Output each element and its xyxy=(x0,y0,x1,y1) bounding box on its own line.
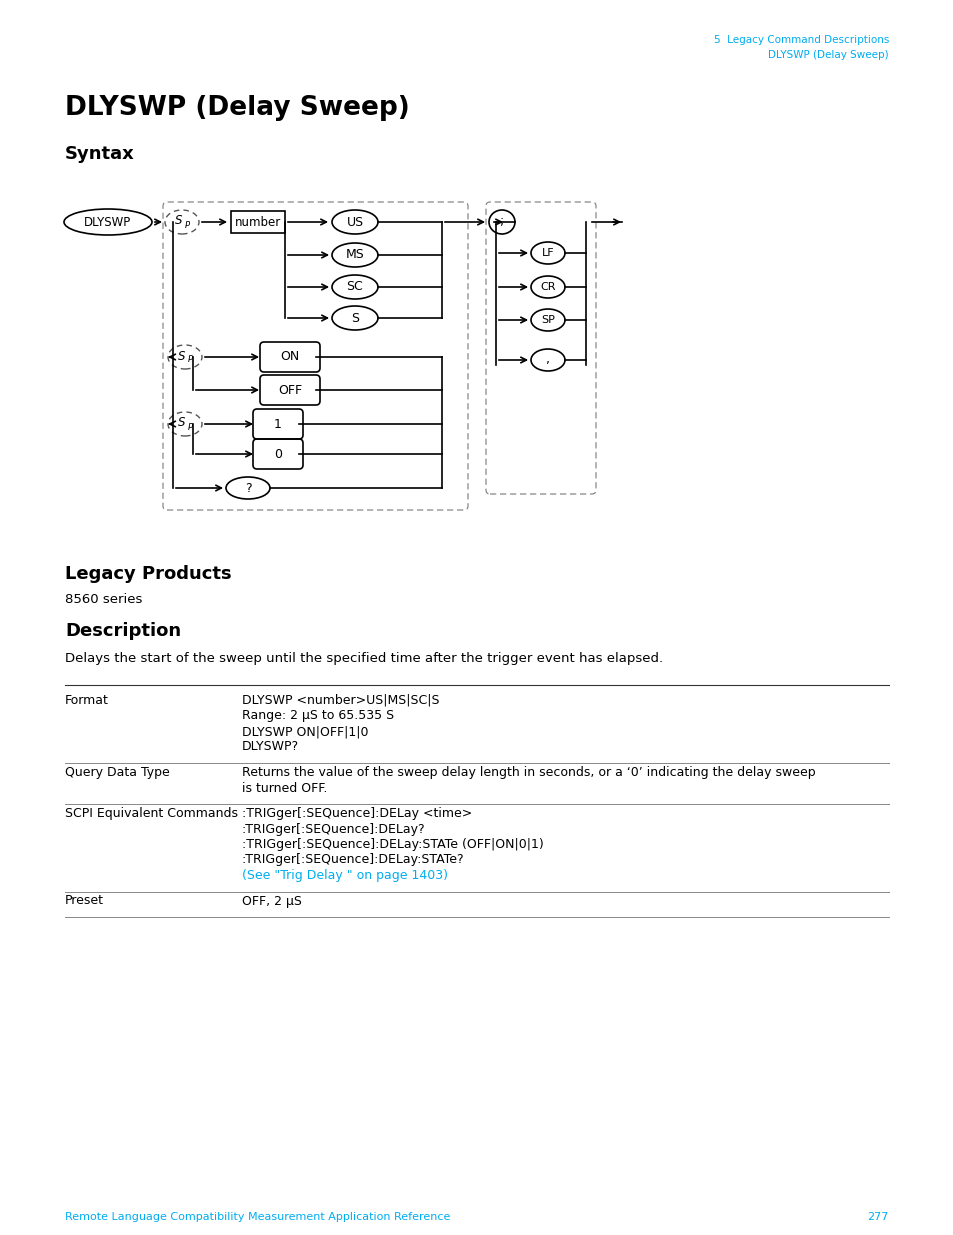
Text: ;: ; xyxy=(499,215,503,228)
Text: SP: SP xyxy=(540,315,555,325)
Text: (See "Trig Delay " on page 1403): (See "Trig Delay " on page 1403) xyxy=(242,869,448,882)
Text: :TRIGger[:SEQuence]:DELay:STATe (OFF|ON|0|1): :TRIGger[:SEQuence]:DELay:STATe (OFF|ON|… xyxy=(242,839,543,851)
Text: Format: Format xyxy=(65,694,109,706)
Text: Legacy Products: Legacy Products xyxy=(65,564,232,583)
Text: US: US xyxy=(346,215,363,228)
Text: OFF, 2 μS: OFF, 2 μS xyxy=(242,894,301,908)
Text: DLYSWP <number>US|MS|SC|S: DLYSWP <number>US|MS|SC|S xyxy=(242,694,439,706)
Text: CR: CR xyxy=(539,282,556,291)
Text: SCPI Equivalent Commands: SCPI Equivalent Commands xyxy=(65,806,237,820)
Text: S: S xyxy=(178,416,186,430)
Text: 277: 277 xyxy=(866,1212,888,1221)
Text: 1: 1 xyxy=(274,417,282,431)
Text: Query Data Type: Query Data Type xyxy=(65,766,170,779)
Text: S: S xyxy=(178,350,186,363)
Text: ON: ON xyxy=(280,351,299,363)
Text: ?: ? xyxy=(244,482,251,494)
Text: MS: MS xyxy=(345,248,364,262)
Text: P: P xyxy=(184,221,190,230)
Text: Preset: Preset xyxy=(65,894,104,908)
Text: DLYSWP ON|OFF|1|0: DLYSWP ON|OFF|1|0 xyxy=(242,725,368,739)
Text: is turned OFF.: is turned OFF. xyxy=(242,782,327,794)
Text: 0: 0 xyxy=(274,447,282,461)
Text: S: S xyxy=(351,311,358,325)
Text: 5  Legacy Command Descriptions: 5 Legacy Command Descriptions xyxy=(713,35,888,44)
Text: Remote Language Compatibility Measurement Application Reference: Remote Language Compatibility Measuremen… xyxy=(65,1212,450,1221)
Text: Range: 2 μS to 65.535 S: Range: 2 μS to 65.535 S xyxy=(242,709,394,722)
Text: :TRIGger[:SEQuence]:DELay?: :TRIGger[:SEQuence]:DELay? xyxy=(242,823,425,836)
Text: SC: SC xyxy=(346,280,363,294)
Text: P: P xyxy=(188,356,193,364)
Text: 8560 series: 8560 series xyxy=(65,593,142,606)
Text: Returns the value of the sweep delay length in seconds, or a ‘0’ indicating the : Returns the value of the sweep delay len… xyxy=(242,766,815,779)
Text: S: S xyxy=(175,215,183,227)
Text: DLYSWP (Delay Sweep): DLYSWP (Delay Sweep) xyxy=(767,49,888,61)
Text: Delays the start of the sweep until the specified time after the trigger event h: Delays the start of the sweep until the … xyxy=(65,652,662,664)
Text: :TRIGger[:SEQuence]:DELay:STATe?: :TRIGger[:SEQuence]:DELay:STATe? xyxy=(242,853,464,867)
Text: LF: LF xyxy=(541,248,554,258)
Text: ,: , xyxy=(545,353,550,367)
Text: :TRIGger[:SEQuence]:DELay <time>: :TRIGger[:SEQuence]:DELay <time> xyxy=(242,806,472,820)
Text: DLYSWP?: DLYSWP? xyxy=(242,741,299,753)
Bar xyxy=(231,211,285,233)
Text: Description: Description xyxy=(65,622,181,640)
Text: OFF: OFF xyxy=(277,384,302,396)
Text: number: number xyxy=(234,215,281,228)
Text: P: P xyxy=(188,422,193,431)
Text: DLYSWP: DLYSWP xyxy=(84,215,132,228)
Text: DLYSWP (Delay Sweep): DLYSWP (Delay Sweep) xyxy=(65,95,410,121)
Text: Syntax: Syntax xyxy=(65,144,134,163)
